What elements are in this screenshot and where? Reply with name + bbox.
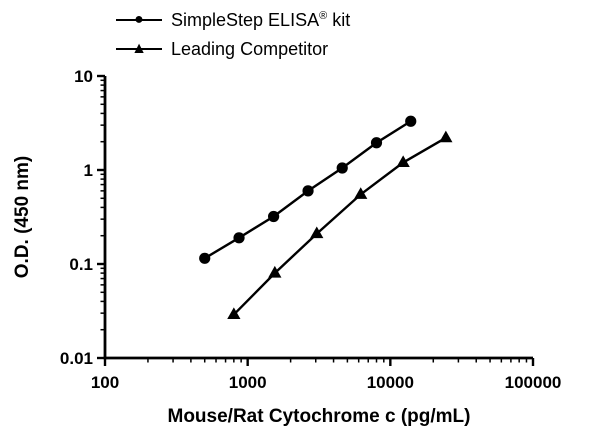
series-line-1: [232, 136, 447, 316]
legend-label-1: Leading Competitor: [171, 39, 329, 59]
data-point-circle: [199, 252, 211, 264]
data-point-triangle: [354, 187, 368, 199]
legend-line-segment: [116, 47, 162, 51]
data-point-circle: [302, 185, 314, 197]
legend-line-segment: [116, 18, 162, 22]
data-point-triangle: [396, 155, 410, 168]
data-point-circle: [336, 162, 348, 174]
registered-trademark-symbol: ®: [319, 10, 328, 22]
filled-circle-marker-icon: ●: [116, 10, 162, 30]
data-point-triangle: [268, 265, 282, 278]
filled-triangle-marker-icon: ▲: [116, 39, 162, 59]
y-tick-label: 0.1: [69, 255, 93, 274]
data-point-circle: [405, 115, 417, 127]
data-point-circle: [370, 137, 383, 149]
x-tick-label: 100000: [505, 373, 562, 392]
data-point-triangle: [227, 307, 241, 319]
legend-item-0: ● SimpleStep ELISA® kit: [116, 8, 350, 32]
data-point-triangle: [439, 130, 453, 143]
x-tick-label: 1000: [229, 373, 267, 392]
data-point-circle: [233, 232, 245, 244]
chart-legend: ● SimpleStep ELISA® kit ▲ Leading Competito…: [116, 8, 350, 61]
x-tick-label: 100: [91, 373, 119, 392]
legend-label-0: SimpleStep ELISA® kit: [171, 10, 351, 30]
y-tick-label: 10: [74, 67, 93, 86]
data-point-circle: [268, 210, 280, 223]
y-axis-title: O.D. (450 nm): [12, 156, 33, 278]
data-point-triangle: [310, 226, 324, 239]
triangle-glyph: ▲: [131, 40, 147, 57]
circle-glyph: ●: [134, 11, 144, 28]
x-tick-label: 10000: [367, 373, 414, 392]
y-tick-label: 0.01: [60, 349, 93, 368]
legend-item-1: ▲ Leading Competitor: [116, 37, 350, 61]
x-axis-title: Mouse/Rat Cytochrome c (pg/mL): [168, 406, 471, 427]
y-tick-label: 1: [84, 161, 93, 180]
